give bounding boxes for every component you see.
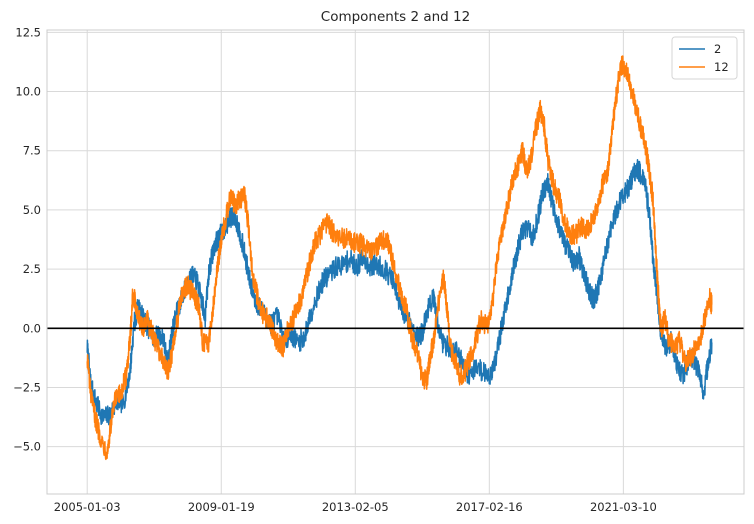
y-tick-label: 2.5 <box>23 262 41 276</box>
chart-title: Components 2 and 12 <box>321 9 470 25</box>
x-tick-label: 2013-02-05 <box>322 500 389 514</box>
plot-frame <box>46 29 745 495</box>
legend: 2 12 <box>671 36 738 80</box>
x-tick-label: 2005-01-03 <box>54 500 121 514</box>
y-tick-label: −5.0 <box>13 440 41 454</box>
y-tick-label: −2.5 <box>13 380 41 394</box>
y-axis-ticks: −5.0 −2.5 0.0 2.5 5.0 7.5 10.0 12.5 <box>13 25 41 453</box>
y-tick-label: 10.0 <box>15 85 41 99</box>
y-tick-label: 12.5 <box>15 25 41 39</box>
legend-label-2: 2 <box>714 42 721 56</box>
x-tick-label: 2021-03-10 <box>590 500 657 514</box>
x-axis-ticks: 2005-01-03 2009-01-19 2013-02-05 2017-02-16… <box>54 500 657 514</box>
x-tick-label: 2009-01-19 <box>188 500 255 514</box>
legend-box <box>671 36 738 80</box>
series-line-12 <box>86 55 713 461</box>
y-tick-label: 0.0 <box>23 321 41 335</box>
series-layer <box>86 55 713 461</box>
x-tick-label: 2017-02-16 <box>456 500 523 514</box>
legend-label-12: 12 <box>714 60 729 74</box>
plot-area <box>47 30 744 494</box>
y-tick-label: 5.0 <box>23 203 41 217</box>
y-tick-label: 7.5 <box>23 144 41 158</box>
